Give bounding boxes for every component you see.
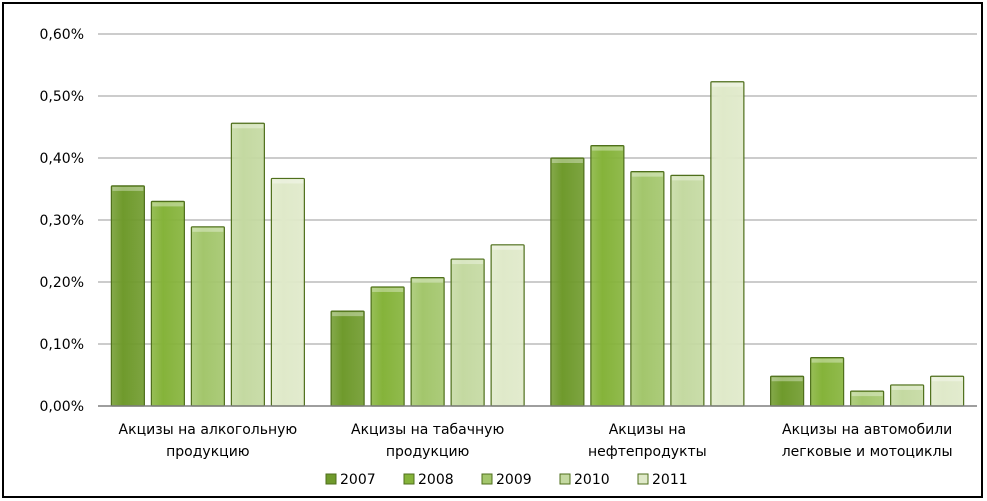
gridlines — [98, 33, 977, 345]
bar-2010-cat1 — [230, 122, 265, 407]
bar-2011-cat3 — [710, 81, 745, 407]
bar-highlight — [631, 172, 663, 177]
y-tick-label: 0,60% — [40, 27, 84, 43]
bar-highlight — [192, 227, 224, 232]
bar-highlight — [152, 202, 184, 207]
legend-swatch-2010 — [559, 473, 571, 485]
bar-chart: 0,00% 0,10% 0,20% 0,30% 0,40% 0,50% 0,60% Акци… — [40, 27, 977, 488]
bar-2009-cat2 — [410, 277, 445, 407]
bar-2008-cat1 — [150, 200, 185, 407]
bar-highlight — [372, 287, 404, 292]
y-tick-label: 0,20% — [40, 275, 84, 291]
y-tick-label: 0,50% — [40, 89, 84, 105]
bar-2007-cat3 — [550, 157, 585, 407]
bar-highlight — [591, 146, 623, 151]
bar-highlight — [851, 392, 883, 397]
bar-2010-cat2 — [450, 258, 485, 407]
bar-2009-cat3 — [630, 171, 665, 407]
bar-2007-cat2 — [330, 310, 365, 407]
bar-highlight — [112, 186, 144, 191]
legend-label-2010: 2010 — [574, 472, 610, 488]
bar-highlight — [551, 159, 583, 163]
bar-highlight — [711, 82, 743, 87]
x-category-label: легковые и мотоциклы — [782, 444, 953, 460]
x-category-label: Акцизы на табачную — [351, 422, 504, 438]
bar-2008-cat4 — [810, 357, 845, 407]
x-category-label: Акцизы на алкогольную — [119, 422, 298, 438]
bar-2011-cat1 — [270, 177, 305, 407]
legend: 2007 2008 2009 2010 2011 — [325, 472, 688, 488]
x-axis-category-labels: Акцизы на алкогольную продукцию Акцизы на … — [119, 422, 953, 460]
y-axis-tick-labels: 0,00% 0,10% 0,20% 0,30% 0,40% 0,50% 0,60% — [40, 27, 84, 415]
bar-2007-cat1 — [110, 185, 145, 407]
x-category-label: нефтепродукты — [588, 444, 707, 460]
legend-swatch-2011 — [637, 473, 649, 485]
legend-swatch-2008 — [403, 473, 415, 485]
y-tick-label: 0,00% — [40, 399, 84, 415]
bar-2009-cat1 — [190, 226, 225, 407]
bars — [110, 81, 965, 407]
bar-highlight — [232, 124, 264, 129]
legend-swatch-2009 — [481, 473, 493, 485]
y-tick-label: 0,30% — [40, 213, 84, 229]
bar-highlight — [671, 176, 703, 181]
bar-highlight — [811, 358, 843, 363]
y-tick-label: 0,40% — [40, 151, 84, 167]
x-category-label: продукцию — [166, 444, 250, 460]
bar-highlight — [492, 245, 524, 250]
legend-label-2011: 2011 — [652, 472, 688, 488]
bar-highlight — [891, 385, 923, 390]
legend-label-2009: 2009 — [496, 472, 532, 488]
x-category-label: Акцизы на — [609, 422, 686, 438]
bar-highlight — [272, 179, 304, 184]
bar-highlight — [931, 377, 963, 382]
legend-label-2008: 2008 — [418, 472, 454, 488]
x-category-label: продукцию — [386, 444, 470, 460]
bar-2008-cat3 — [590, 145, 625, 407]
legend-label-2007: 2007 — [340, 472, 376, 488]
y-tick-label: 0,10% — [40, 337, 84, 353]
bar-highlight — [332, 312, 364, 317]
legend-swatch-2007 — [325, 473, 337, 485]
bar-highlight — [412, 278, 444, 283]
bar-highlight — [771, 377, 803, 382]
bar-2010-cat3 — [670, 174, 705, 407]
bar-2011-cat2 — [490, 244, 525, 407]
x-category-label: Акцизы на автомобили — [782, 422, 952, 438]
bar-highlight — [452, 260, 484, 265]
bar-2008-cat2 — [370, 286, 405, 407]
